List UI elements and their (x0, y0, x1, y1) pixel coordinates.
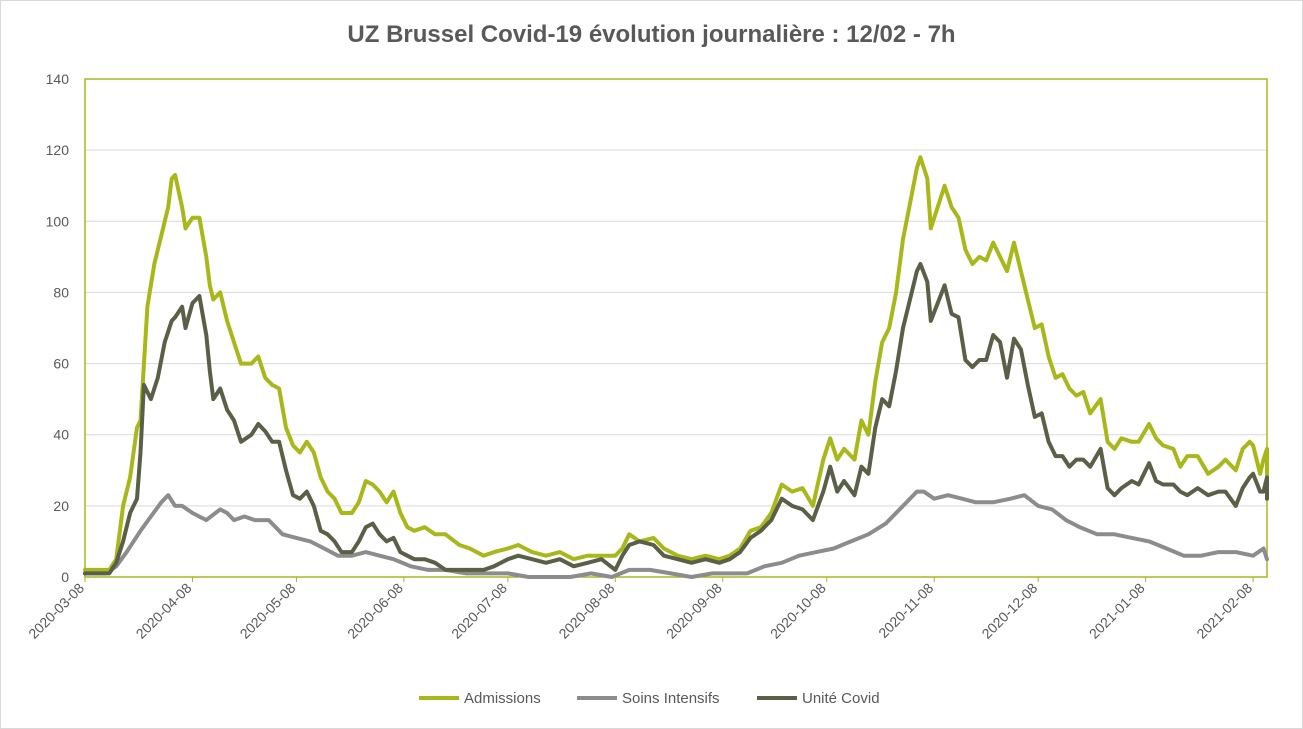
y-tick-label-20: 20 (53, 498, 69, 514)
x-tick-label-2020-03-08: 2020-03-08 (25, 580, 87, 642)
legend-label-unite-covid: Unité Covid (802, 690, 880, 707)
legend: Admissions Soins Intensifs Unité Covid (419, 690, 880, 707)
x-tick-label-2020-06-08: 2020-06-08 (344, 580, 406, 642)
x-tick-label-2020-05-08: 2020-05-08 (237, 580, 299, 642)
x-tick-label-2021-01-08: 2021-01-08 (1086, 580, 1148, 642)
y-tick-label-100: 100 (46, 213, 70, 229)
y-tick-label-40: 40 (53, 427, 69, 443)
x-tick-label-2020-04-08: 2020-04-08 (133, 580, 195, 642)
legend-label-soins-intensifs: Soins Intensifs (622, 690, 720, 707)
chart-title: UZ Brussel Covid-19 évolution journalièr… (347, 21, 956, 48)
plot-area-border (84, 78, 1268, 578)
gridlines (85, 149, 1267, 507)
series-line-soins-intensifs (83, 489, 1269, 579)
y-tick-label-80: 80 (53, 284, 69, 300)
x-tick-label-2020-12-08: 2020-12-08 (978, 580, 1040, 642)
y-tick-label-140: 140 (46, 71, 70, 87)
series-line-admissions (83, 155, 1269, 572)
x-axis: 2020-03-08 2020-04-08 2020-05-08 2020-06-08… (25, 577, 1255, 642)
y-tick-label-60: 60 (53, 356, 69, 372)
x-tick-label-2020-11-08: 2020-11-08 (875, 580, 936, 641)
x-tick-label-2020-10-08: 2020-10-08 (767, 580, 829, 642)
x-tick-label-2021-02-08: 2021-02-08 (1193, 580, 1255, 642)
legend-label-admissions: Admissions (464, 690, 541, 707)
series-lines (83, 155, 1269, 579)
series-line-unite-covid (83, 262, 1269, 576)
x-tick-label-2020-08-08: 2020-08-08 (556, 580, 618, 642)
x-tick-label-2020-09-08: 2020-09-08 (663, 580, 725, 642)
y-tick-label-120: 120 (46, 142, 70, 158)
x-tick-label-2020-07-08: 2020-07-08 (448, 580, 510, 642)
y-axis: 0 20 40 60 80 100 120 140 (46, 71, 70, 585)
y-tick-label-0: 0 (61, 569, 69, 585)
